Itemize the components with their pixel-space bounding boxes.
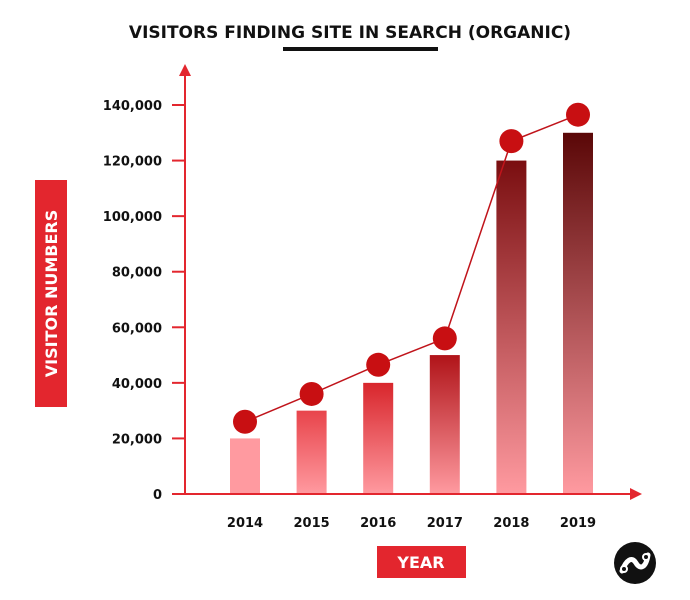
y-tick-label: 60,000 — [112, 321, 162, 336]
bar-2019 — [563, 132, 593, 495]
x-tick-label: 2015 — [294, 516, 330, 531]
y-axis-label: VISITOR NUMBERS — [35, 180, 67, 407]
trend-points — [233, 102, 590, 434]
point-2014 — [233, 409, 257, 434]
point-2019 — [566, 102, 590, 127]
trend-line-path — [244, 114, 579, 423]
chart-title: VISITORS FINDING SITE IN SEARCH (ORGANIC… — [129, 23, 571, 43]
svg-text:VISITOR NUMBERS: VISITOR NUMBERS — [42, 210, 61, 378]
bar-2014 — [230, 438, 260, 494]
x-tick-label: 2016 — [360, 516, 396, 531]
y-tick-label: 140,000 — [103, 99, 162, 114]
x-axis-arrow-icon — [630, 488, 642, 500]
y-axis-ticks: 0 20,000 40,000 60,000 80,000 100,000 120,000 1… — [103, 99, 185, 503]
y-tick-label: 100,000 — [103, 210, 162, 225]
x-axis-ticks: 2014 2015 2016 2017 2018 2019 — [227, 516, 596, 531]
y-tick-label: 80,000 — [112, 266, 162, 281]
point-2018 — [499, 129, 524, 154]
y-tick-label: 20,000 — [112, 432, 162, 447]
bar-2016 — [363, 382, 394, 494]
y-tick-label: 120,000 — [103, 155, 162, 170]
bar-2017 — [429, 355, 460, 494]
trend-line — [244, 114, 579, 423]
x-tick-label: 2019 — [560, 516, 596, 531]
y-tick-label: 0 — [153, 488, 162, 503]
x-axis — [172, 488, 642, 500]
x-axis-label: YEAR — [377, 546, 466, 578]
point-2017 — [432, 326, 457, 351]
y-axis — [179, 64, 191, 494]
bar-2018 — [496, 160, 527, 495]
point-2015 — [299, 381, 324, 406]
x-tick-label: 2018 — [493, 516, 529, 531]
svg-text:YEAR: YEAR — [396, 553, 444, 572]
bars — [230, 132, 593, 495]
logo-icon — [614, 542, 656, 584]
y-tick-label: 40,000 — [112, 377, 162, 392]
x-tick-label: 2014 — [227, 516, 263, 531]
bar-2015 — [296, 410, 327, 494]
x-tick-label: 2017 — [427, 516, 463, 531]
y-axis-arrow-icon — [179, 64, 191, 76]
title-underline — [283, 47, 438, 51]
point-2016 — [366, 352, 391, 377]
